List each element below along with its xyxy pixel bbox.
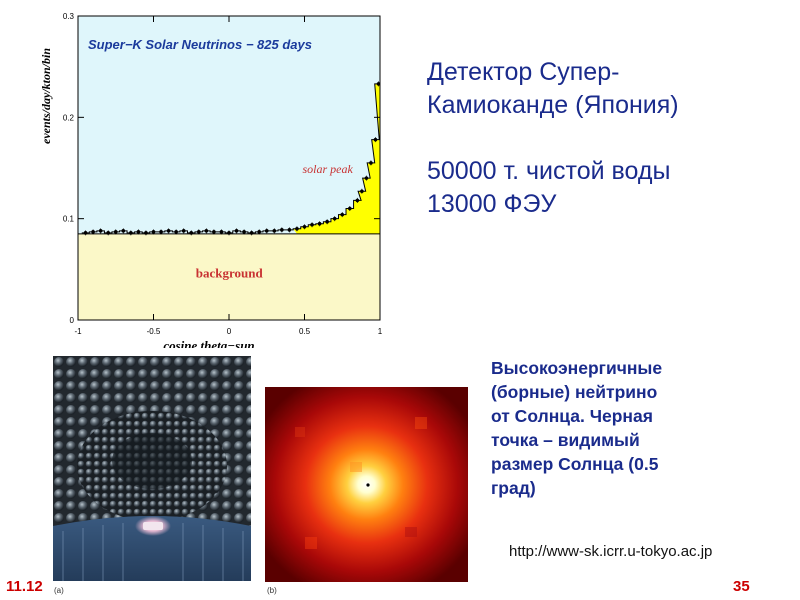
caption-line: (борные) нейтрино xyxy=(491,382,658,402)
y-tick-label: 0.1 xyxy=(63,215,75,224)
slide-heading: Детектор Супер- Камиоканде (Япония) 5000… xyxy=(427,56,787,221)
neutrino-sun-image xyxy=(265,387,468,582)
plot-area-background-region xyxy=(78,233,380,320)
x-tick-label: 0 xyxy=(227,327,232,336)
chart-svg: -1 -0.5 0 0.5 1 0 0.1 0.2 0.3 Super−K Solar Neut… xyxy=(39,12,383,353)
data-points xyxy=(83,81,381,236)
x-tick-label: -1 xyxy=(74,327,82,336)
x-tick-label: 0.5 xyxy=(299,327,311,336)
slide-number: 35 xyxy=(733,578,750,595)
heading-line: Детектор Супер- xyxy=(427,58,620,86)
y-tick-label: 0.3 xyxy=(63,12,75,21)
photo-a-label: (a) xyxy=(54,586,64,595)
plot-area-upper xyxy=(78,16,380,234)
axis-ticks: -1 -0.5 0 0.5 1 0 0.1 0.2 0.3 xyxy=(63,12,383,336)
slide-date: 11.12 xyxy=(6,578,43,595)
x-axis-label: cosine theta−sun xyxy=(163,338,254,348)
source-url[interactable]: http://www-sk.icrr.u-tokyo.ac.jp xyxy=(509,543,713,560)
histogram-series-line xyxy=(81,83,380,234)
x-tick-label: -0.5 xyxy=(147,327,161,336)
caption-line: размер Солнца (0.5 xyxy=(491,454,659,474)
heading-line: Камиоканде (Япония) xyxy=(427,91,679,119)
background-label: background xyxy=(196,265,264,280)
solar-peak-label: solar peak xyxy=(302,162,353,176)
image-caption: Высокоэнергичные (борные) нейтрино от Со… xyxy=(491,356,741,500)
detector-interior-photo xyxy=(53,356,251,581)
caption-line: град) xyxy=(491,478,536,498)
sun-size-dot xyxy=(366,483,370,487)
heading-line: 13000 ФЭУ xyxy=(427,190,557,218)
solar-peak-area xyxy=(293,83,380,234)
caption-line: точка – видимый xyxy=(491,430,640,450)
heading-line: 50000 т. чистой воды xyxy=(427,157,671,185)
caption-line: Высокоэнергичные xyxy=(491,358,663,378)
y-tick-label: 0 xyxy=(70,316,75,325)
photo-b-label: (b) xyxy=(267,586,277,595)
chart-title: Super−K Solar Neutrinos − 825 days xyxy=(88,37,312,52)
solar-neutrino-chart: -1 -0.5 0 0.5 1 0 0.1 0.2 0.3 Super−K Solar Neut… xyxy=(35,8,390,353)
caption-line: от Солнца. Черная xyxy=(491,406,653,426)
y-axis-label: events/day/kton/bin xyxy=(39,48,53,144)
x-tick-label: 1 xyxy=(378,327,383,336)
y-tick-label: 0.2 xyxy=(63,113,75,122)
